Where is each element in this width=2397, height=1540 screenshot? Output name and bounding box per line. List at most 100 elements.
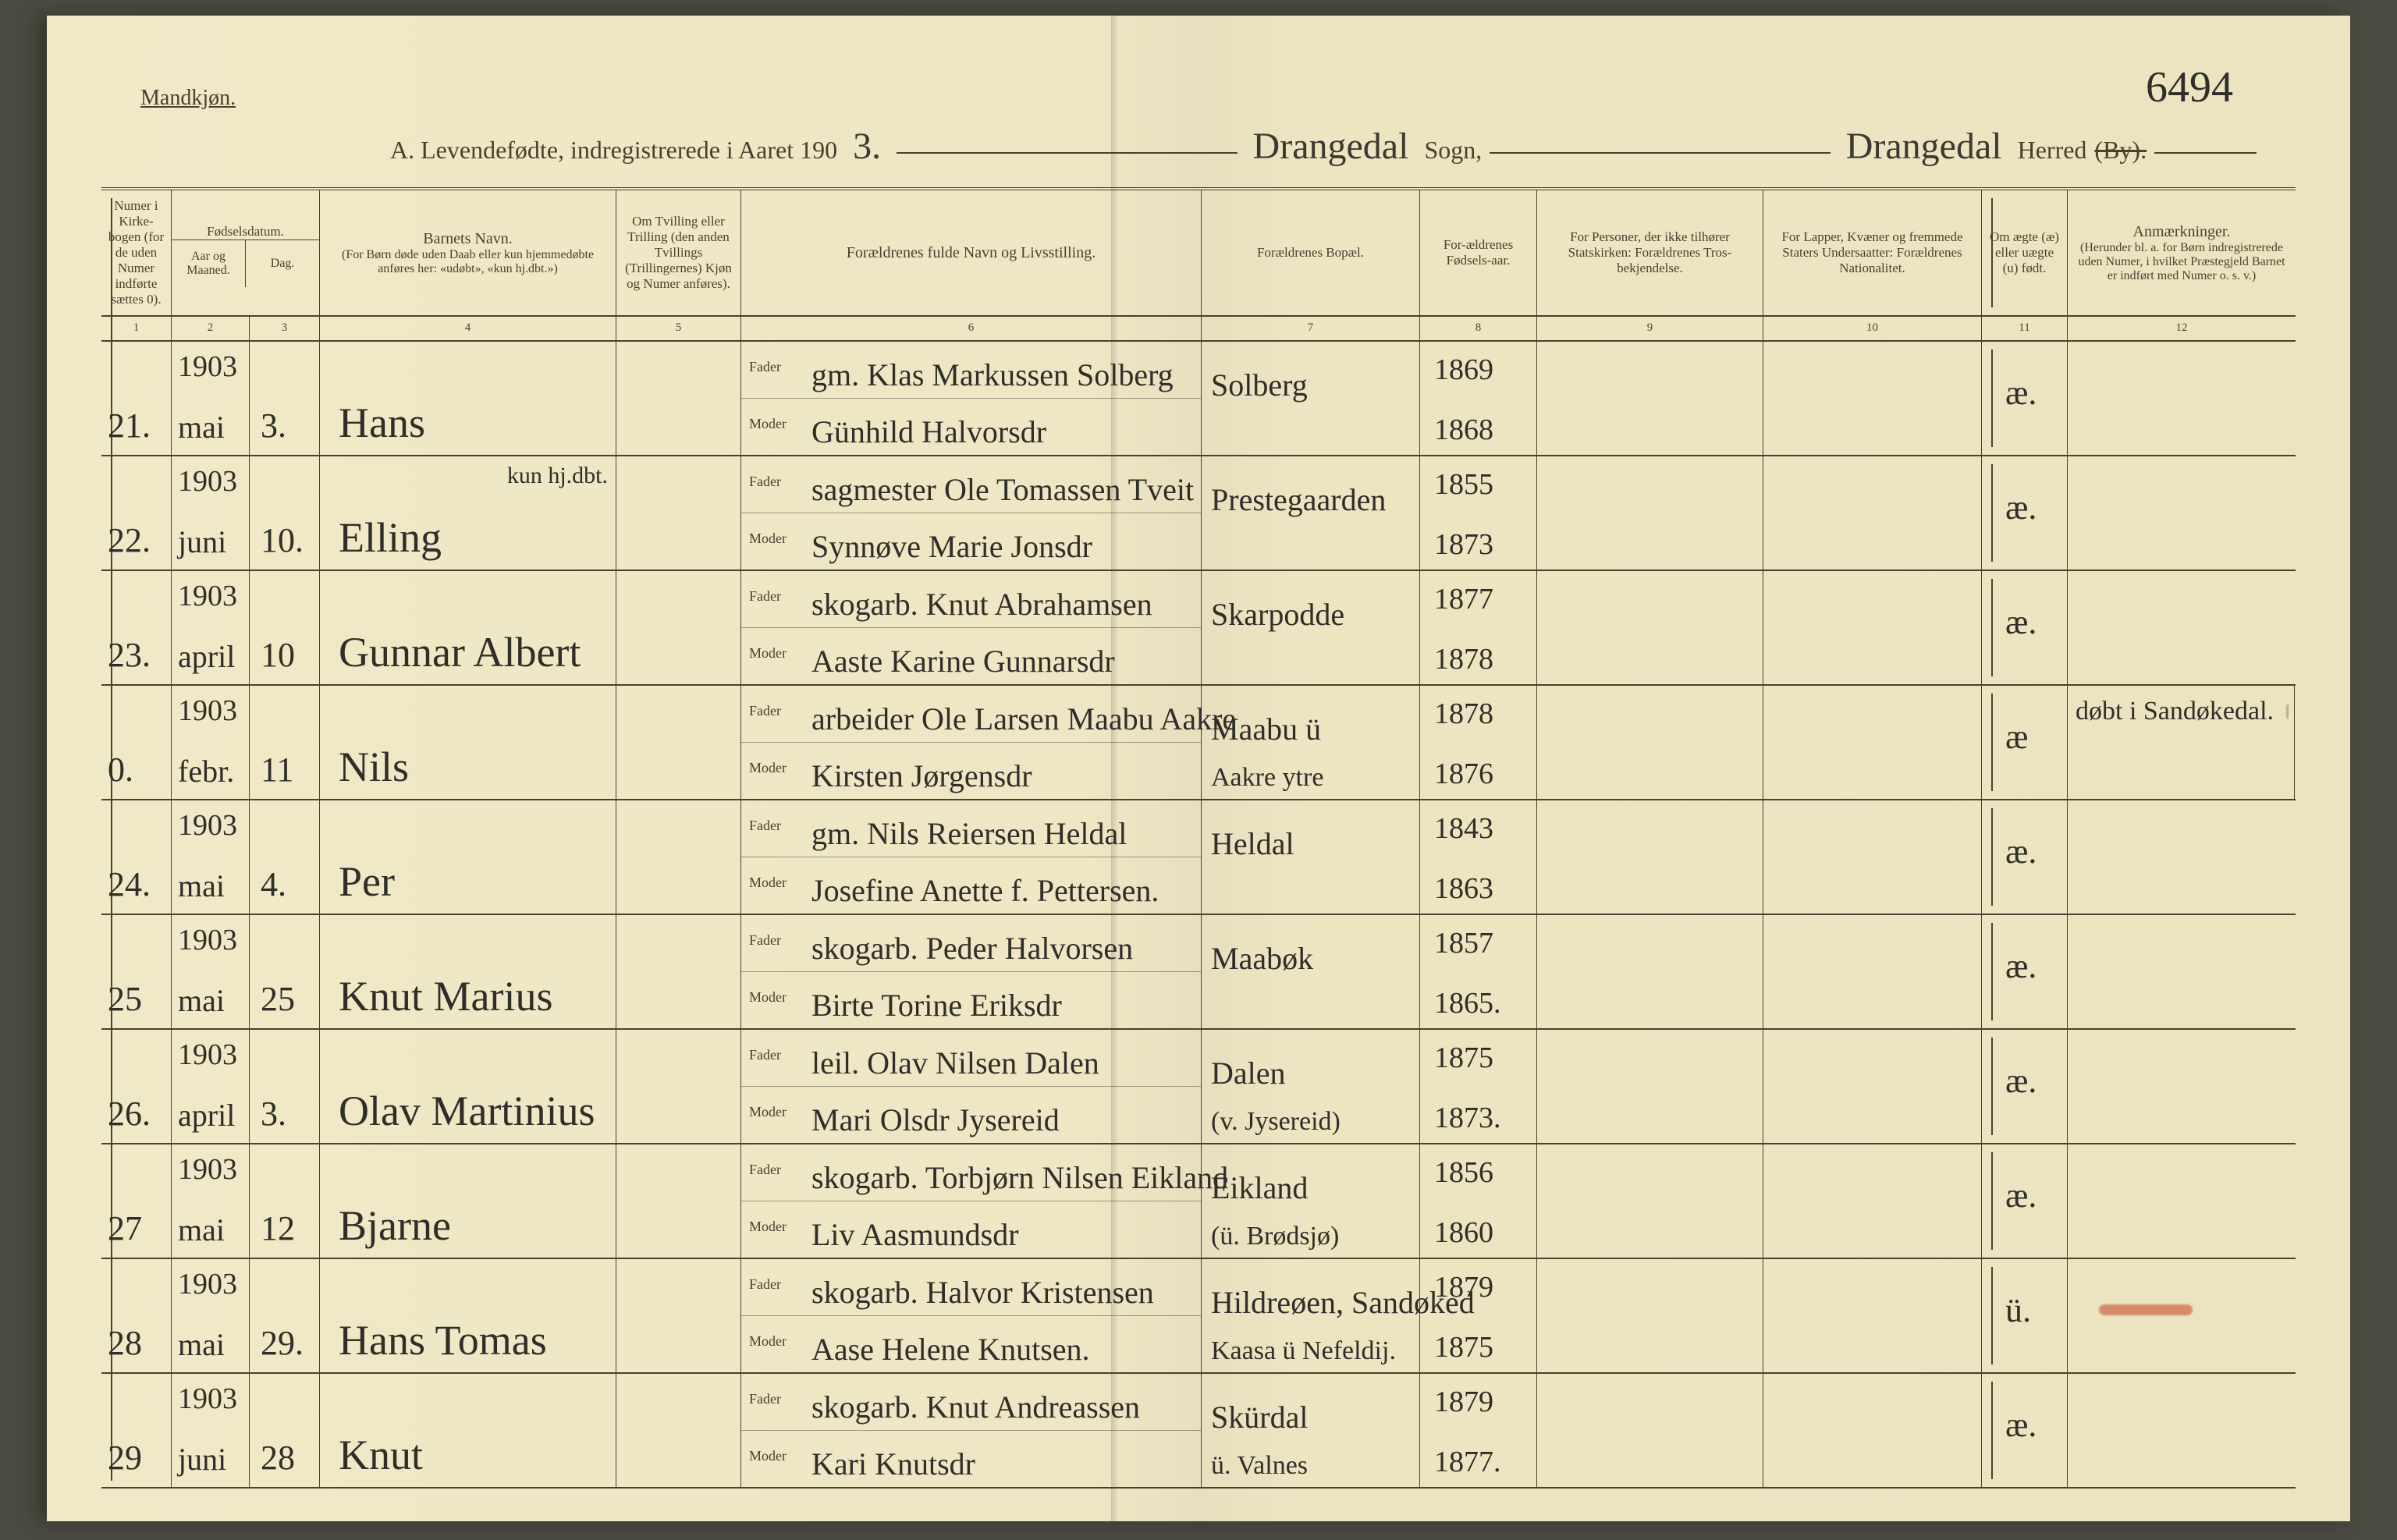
col-10-label: For Lapper, Kvæner og fremmede Staters U… xyxy=(1770,229,1975,276)
colnum-3: 3 xyxy=(250,317,320,340)
col-2-sub: Aar og Maaned. xyxy=(172,240,246,287)
col-7-label: Forældrenes Bopæl. xyxy=(1208,245,1413,261)
ledger-page: Mandkjøn. 6494 A. Levendefødte, indregis… xyxy=(47,16,2350,1521)
father-name: gm. Nils Reiersen Heldal xyxy=(811,815,1127,852)
father-name: leil. Olav Nilsen Dalen xyxy=(811,1045,1099,1081)
moder-label: Moder xyxy=(749,1219,787,1235)
fader-label: Fader xyxy=(749,1276,781,1293)
colnum-7: 7 xyxy=(1202,317,1420,340)
father-birth-year: 1877 xyxy=(1434,582,1493,616)
residence: Skarpodde xyxy=(1211,596,1344,633)
colnum-10: 10 xyxy=(1763,317,1982,340)
fader-label: Fader xyxy=(749,359,781,375)
birth-year: 1903 xyxy=(178,1152,237,1187)
fader-label: Fader xyxy=(749,932,781,949)
fader-label: Fader xyxy=(749,588,781,605)
child-name: Elling xyxy=(339,513,442,562)
mother-birth-year: 1868 xyxy=(1434,413,1493,447)
birth-day: 25 xyxy=(261,979,295,1019)
father-birth-year: 1857 xyxy=(1434,926,1493,960)
col-12-label: Anmærkninger. xyxy=(2074,223,2289,241)
fader-label: Fader xyxy=(749,818,781,834)
col-6-header: Forældrenes fulde Navn og Livsstilling. xyxy=(741,190,1202,315)
father-name: sagmester Ole Tomassen Tveit xyxy=(811,471,1194,508)
legitimacy: æ. xyxy=(2005,832,2037,871)
mother-name: Synnøve Marie Jonsdr xyxy=(811,528,1092,565)
mother-name: Josefine Anette f. Pettersen. xyxy=(811,872,1159,909)
father-birth-year: 1855 xyxy=(1434,467,1493,502)
mother-name: Kirsten Jørgensdr xyxy=(811,758,1032,794)
residence-2: ü. Valnes xyxy=(1211,1451,1308,1481)
colnum-5: 5 xyxy=(616,317,741,340)
col-12-sublabel: (Herunder bl. a. for Børn indregistrered… xyxy=(2074,241,2289,283)
child-name: Knut xyxy=(339,1431,423,1479)
col-4-header: Barnets Navn. (For Børn døde uden Daab e… xyxy=(320,190,616,315)
mother-birth-year: 1860 xyxy=(1434,1215,1493,1250)
table-row: 23. 1903 april 10 Gunnar Albert Fader sk… xyxy=(101,571,2296,686)
entry-number: 23. xyxy=(108,635,151,675)
col-4-label: Barnets Navn. xyxy=(326,230,609,248)
mother-name: Kari Knutsdr xyxy=(811,1446,975,1482)
moder-label: Moder xyxy=(749,989,787,1006)
birth-year: 1903 xyxy=(178,1382,237,1416)
birth-day: 3. xyxy=(261,406,286,445)
by-struck: (By). xyxy=(2094,136,2147,165)
legitimacy: æ. xyxy=(2005,1061,2037,1101)
birth-year: 1903 xyxy=(178,579,237,613)
father-birth-year: 1879 xyxy=(1434,1270,1493,1304)
entry-number: 28 xyxy=(108,1323,142,1363)
birth-month: juni xyxy=(178,523,226,560)
residence-2: Kaasa ü Nefeldij. xyxy=(1211,1336,1396,1366)
moder-label: Moder xyxy=(749,875,787,891)
fader-label: Fader xyxy=(749,703,781,719)
father-birth-year: 1875 xyxy=(1434,1041,1493,1075)
residence: Dalen xyxy=(1211,1055,1286,1091)
fader-label: Fader xyxy=(749,1047,781,1063)
moder-label: Moder xyxy=(749,760,787,776)
father-name: skogarb. Peder Halvorsen xyxy=(811,930,1133,967)
fader-label: Fader xyxy=(749,1391,781,1407)
legitimacy: æ. xyxy=(2005,602,2037,642)
col-1-label: Numer i Kirke-bogen (for de uden Numer i… xyxy=(108,198,165,307)
residence: Maabu ü xyxy=(1211,711,1321,747)
mother-name: Aaste Karine Gunnarsdr xyxy=(811,643,1115,680)
colnum-9: 9 xyxy=(1537,317,1763,340)
residence: Solberg xyxy=(1211,367,1308,403)
mother-name: Liv Aasmundsdr xyxy=(811,1216,1019,1253)
table-row: 26. 1903 april 3. Olav Martinius Fader l… xyxy=(101,1030,2296,1144)
residence-2: (v. Jysereid) xyxy=(1211,1107,1341,1137)
child-name: Per xyxy=(339,857,395,906)
col-11-label: Om ægte (æ) eller uægte (u) født. xyxy=(1988,229,2061,276)
blank-1 xyxy=(897,151,1237,154)
birth-month: mai xyxy=(178,982,225,1019)
father-name: skogarb. Halvor Kristensen xyxy=(811,1274,1154,1311)
child-name: Knut Marius xyxy=(339,972,552,1020)
colnum-6: 6 xyxy=(741,317,1202,340)
col-8-header: For-ældrenes Fødsels-aar. xyxy=(1420,190,1537,315)
residence-2: (ü. Brødsjø) xyxy=(1211,1222,1339,1251)
moder-label: Moder xyxy=(749,1333,787,1350)
child-name: Bjarne xyxy=(339,1201,451,1250)
moder-label: Moder xyxy=(749,1448,787,1464)
legitimacy: æ. xyxy=(2005,488,2037,527)
father-name: skogarb. Knut Andreassen xyxy=(811,1389,1140,1425)
birth-year: 1903 xyxy=(178,923,237,957)
father-birth-year: 1878 xyxy=(1434,697,1493,731)
birth-year: 1903 xyxy=(178,694,237,728)
table-row: 27 1903 mai 12 Bjarne Fader skogarb. Tor… xyxy=(101,1144,2296,1259)
child-name: Hans xyxy=(339,399,425,447)
table-row: 0. 1903 febr. 11 Nils Fader arbeider Ole… xyxy=(101,686,2296,800)
birth-month: juni xyxy=(178,1441,226,1478)
birth-day: 10 xyxy=(261,635,295,675)
table-row: 29 1903 juni 28 Knut Fader skogarb. Knut… xyxy=(101,1374,2296,1489)
birth-month: febr. xyxy=(178,753,234,790)
col-6-label: Forældrenes fulde Navn og Livsstilling. xyxy=(748,244,1195,262)
table-row: 22. 1903 juni 10. Elling kun hj.dbt. Fad… xyxy=(101,456,2296,571)
birth-month: mai xyxy=(178,409,225,445)
title-line: A. Levendefødte, indregistrerede i Aaret… xyxy=(390,125,2257,168)
father-name: skogarb. Knut Abrahamsen xyxy=(811,586,1152,623)
table-header: Numer i Kirke-bogen (for de uden Numer i… xyxy=(101,190,2296,317)
residence-2: Aakre ytre xyxy=(1211,763,1323,793)
mother-birth-year: 1873 xyxy=(1434,527,1493,562)
mother-birth-year: 1877. xyxy=(1434,1445,1501,1479)
